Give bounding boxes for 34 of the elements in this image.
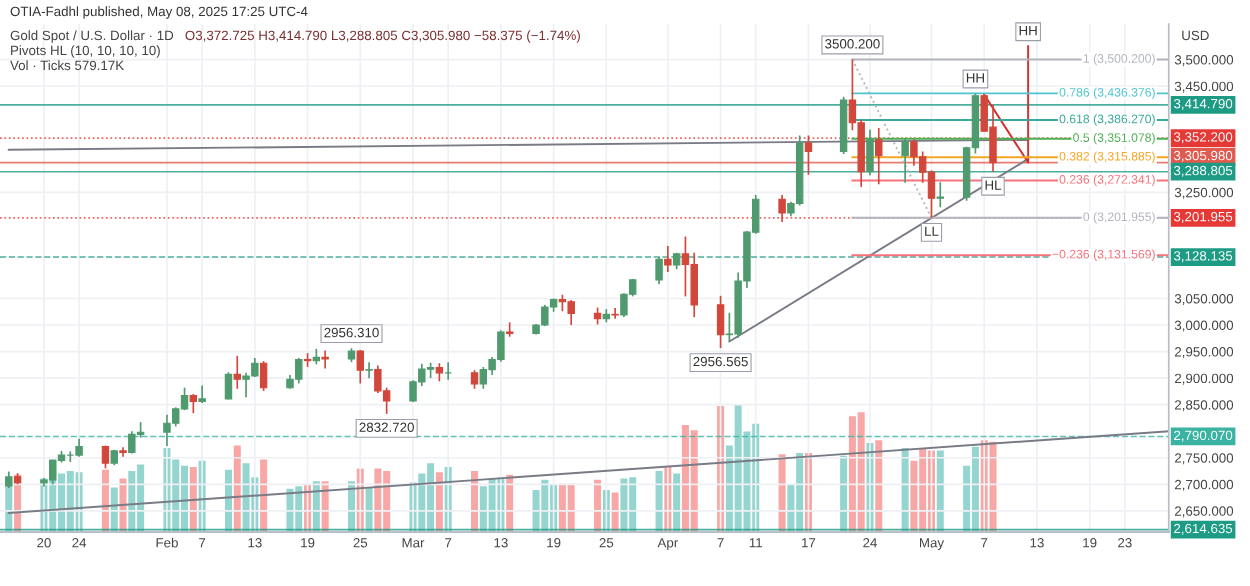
candlestick (901, 137, 909, 184)
bar (673, 473, 681, 533)
candlestick (778, 194, 786, 223)
candlestick (224, 371, 233, 401)
bar (989, 441, 997, 533)
candlestick (567, 299, 575, 326)
candlestick (681, 235, 690, 298)
candlestick (128, 430, 136, 455)
candlestick (936, 181, 944, 209)
bar (286, 488, 294, 533)
candlestick (365, 361, 373, 379)
bar (734, 404, 742, 533)
bar (971, 446, 979, 533)
candlestick (716, 295, 725, 349)
candlestick (259, 360, 268, 392)
candlestick (198, 384, 206, 404)
candlestick (875, 127, 883, 186)
candlestick (664, 245, 672, 273)
candlestick (75, 437, 83, 458)
candlestick (356, 349, 365, 385)
candlestick (470, 369, 479, 390)
candlestick (611, 307, 619, 320)
candlestick (189, 393, 198, 415)
bar (655, 470, 663, 533)
candlestick (505, 321, 514, 338)
candlestick (655, 256, 663, 285)
candlestick (866, 128, 874, 177)
candlestick (321, 349, 329, 370)
candlestick (804, 134, 813, 176)
candlestick (690, 252, 698, 318)
candlestick (233, 354, 241, 390)
candlestick (374, 364, 382, 394)
bar (857, 412, 865, 533)
candlestick (479, 366, 488, 390)
